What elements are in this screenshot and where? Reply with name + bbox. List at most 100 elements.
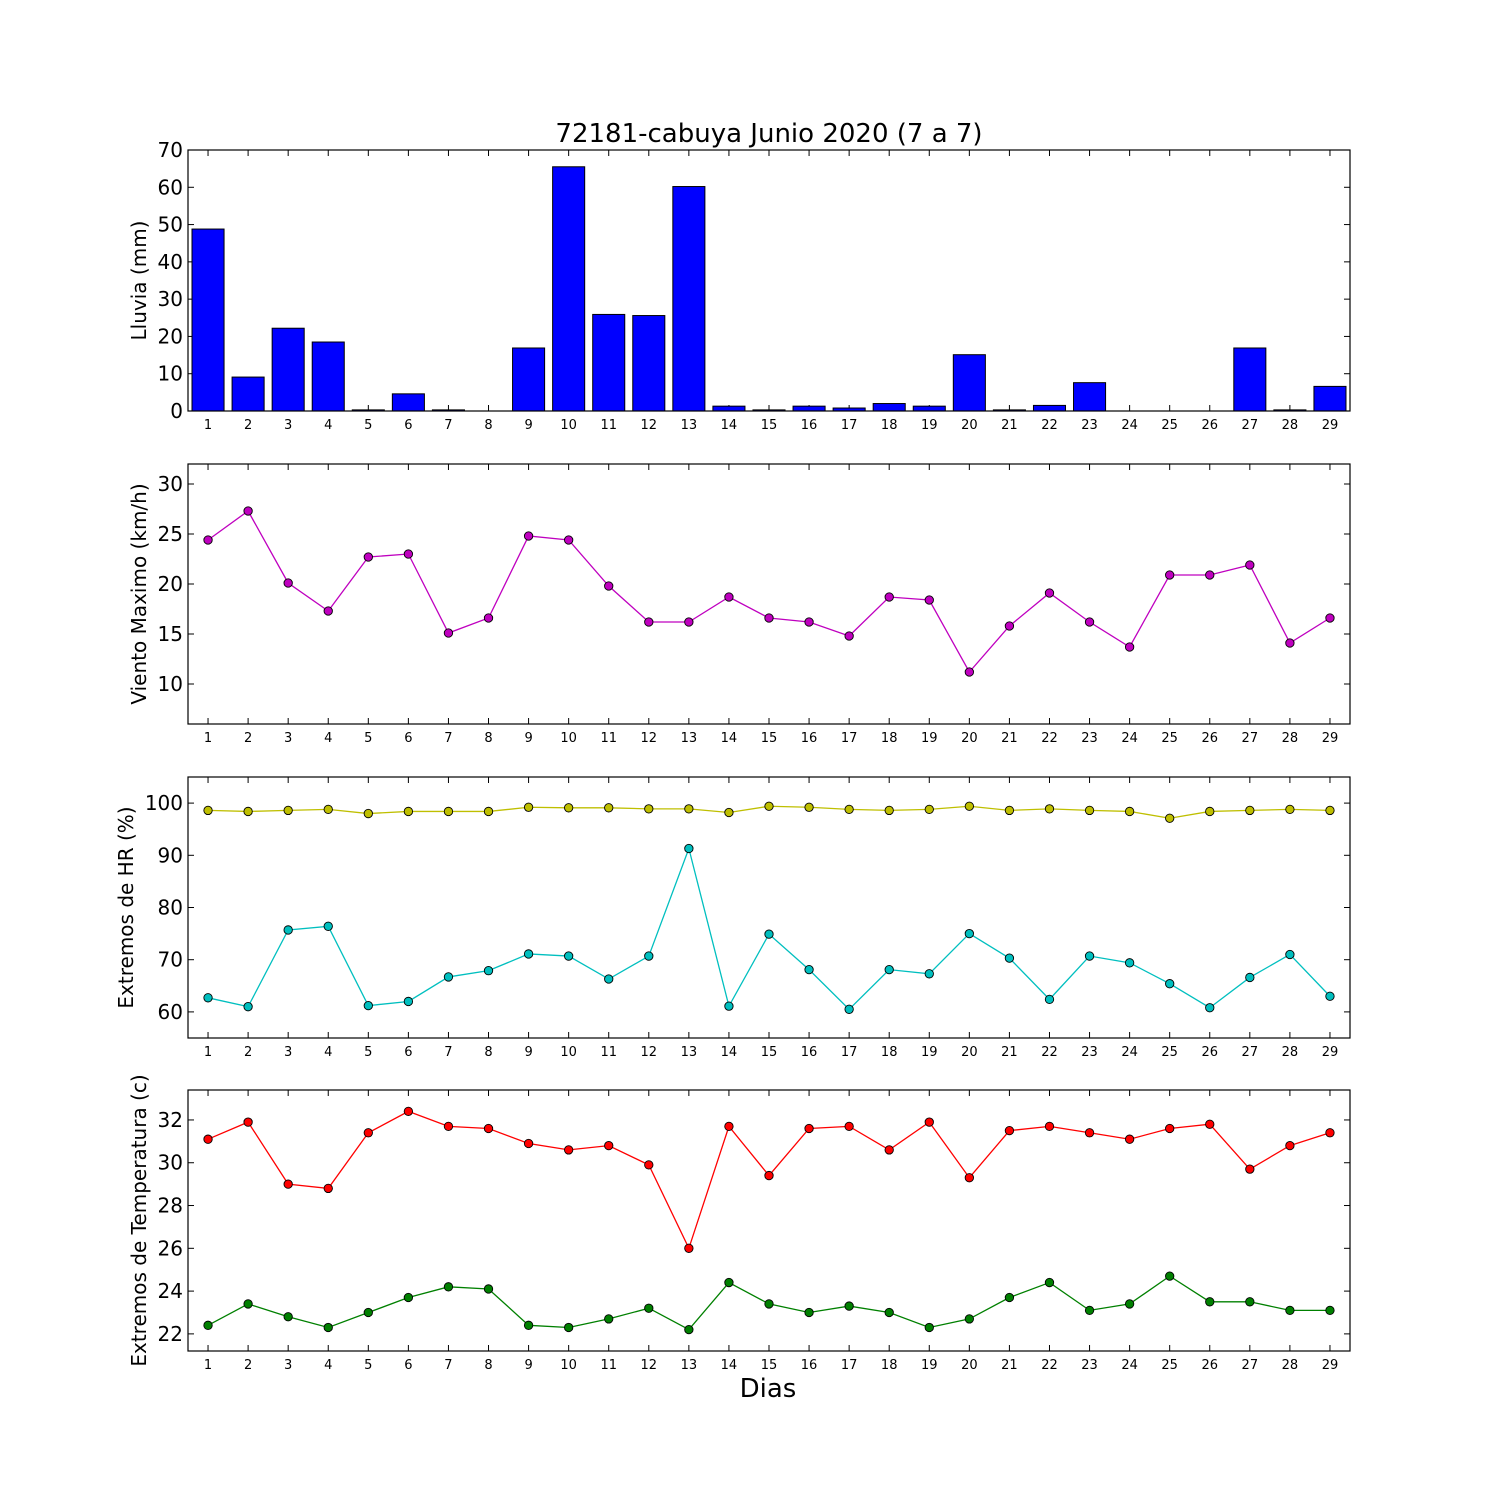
rainfall-xtick-label: 9 xyxy=(524,418,532,433)
wind-xtick-label: 3 xyxy=(284,731,292,746)
temperature-xtick-label: 8 xyxy=(484,1358,492,1373)
x-axis-label: Dias xyxy=(740,1374,797,1404)
wind-axes-frame xyxy=(187,463,1351,725)
temperature-series-2-point xyxy=(644,1303,654,1313)
humidity-series-1-point xyxy=(443,806,454,817)
humidity-series-1-point xyxy=(604,803,614,813)
rainfall-xtick-label: 10 xyxy=(560,418,577,433)
rainfall-xtick-label: 8 xyxy=(484,418,492,433)
rainfall-xtick-label: 1 xyxy=(204,418,212,433)
humidity-xtick-label: 15 xyxy=(761,1045,778,1060)
rainfall-ytick-label: 70 xyxy=(158,138,183,162)
humidity-xtick-label: 29 xyxy=(1322,1045,1339,1060)
temperature-series-2-point xyxy=(323,1322,333,1333)
temperature-series-2-point xyxy=(443,1282,454,1292)
rainfall-xtick-label: 25 xyxy=(1161,418,1178,433)
rainfall-bar xyxy=(512,347,546,412)
humidity-xtick-label: 24 xyxy=(1121,1045,1138,1060)
temperature-series-1-point xyxy=(1245,1164,1255,1174)
humidity-series-1-point xyxy=(1084,805,1095,816)
temperature-series-2-point xyxy=(564,1322,574,1333)
temperature-xtick-label: 11 xyxy=(600,1358,617,1373)
wind-xtick-label: 8 xyxy=(484,731,492,746)
humidity-series-1-point xyxy=(1285,804,1295,815)
rainfall-bar xyxy=(1032,404,1067,412)
wind-series-1-point xyxy=(844,631,854,641)
rainfall-bar xyxy=(552,166,586,412)
rainfall-bar xyxy=(391,393,425,412)
temperature-series-2-point xyxy=(523,1320,534,1330)
temperature-series-1-point xyxy=(283,1179,293,1189)
humidity-series-2-point xyxy=(363,1000,373,1011)
humidity-xtick-label: 27 xyxy=(1242,1045,1259,1060)
wind-xtick-label: 15 xyxy=(761,731,778,746)
temperature-series-1-point xyxy=(1165,1123,1175,1134)
humidity-series-1-point xyxy=(203,805,213,816)
humidity-series-1-point xyxy=(1205,806,1215,817)
temperature-ytick-label: 32 xyxy=(158,1108,183,1132)
temperature-xtick-label: 7 xyxy=(444,1358,452,1373)
temperature-xtick-label: 24 xyxy=(1121,1358,1138,1373)
rainfall-xtick-label: 17 xyxy=(841,418,858,433)
temperature-xtick-label: 12 xyxy=(641,1358,658,1373)
humidity-series-2-point xyxy=(1165,979,1175,989)
humidity-xtick-label: 4 xyxy=(324,1045,332,1060)
temperature-series-1-point xyxy=(363,1128,373,1138)
rainfall-xtick-label: 2 xyxy=(244,418,252,433)
wind-series-1-point xyxy=(283,578,293,588)
rainfall-bar xyxy=(952,354,986,412)
humidity-series-1-point xyxy=(644,804,654,814)
temperature-ytick-label: 22 xyxy=(158,1322,183,1346)
wind-series-1-point xyxy=(243,506,253,516)
wind-xtick-label: 17 xyxy=(841,731,858,746)
wind-series-1-point xyxy=(1285,638,1295,648)
rainfall-bar xyxy=(271,327,305,412)
temperature-series-1-point xyxy=(924,1117,934,1127)
wind-xtick-label: 9 xyxy=(524,731,532,746)
wind-xtick-label: 2 xyxy=(244,731,252,746)
rainfall-y-axis-label: Lluvia (mm) xyxy=(127,221,151,341)
wind-series-1-point xyxy=(604,581,614,591)
temperature-series-2-point xyxy=(1044,1277,1055,1288)
rainfall-bar xyxy=(872,403,906,412)
rainfall-bar xyxy=(592,313,626,412)
rainfall-bar xyxy=(912,405,946,412)
temperature-ytick-label: 28 xyxy=(158,1194,183,1218)
temperature-series-2-point xyxy=(604,1314,614,1324)
humidity-series-2-point xyxy=(844,1004,854,1014)
wind-series-1-point xyxy=(644,617,654,627)
humidity-xtick-label: 6 xyxy=(404,1045,412,1060)
wind-series-1-point xyxy=(1124,642,1135,652)
temperature-series-2-point xyxy=(804,1307,814,1318)
temperature-xtick-label: 17 xyxy=(841,1358,858,1373)
humidity-series-2-point xyxy=(1084,951,1095,961)
rainfall-xtick-label: 6 xyxy=(404,418,412,433)
humidity-series-2-point xyxy=(203,993,213,1003)
humidity-series-2-point xyxy=(443,972,454,982)
rainfall-xtick-label: 24 xyxy=(1121,418,1138,433)
wind-ytick-label: 20 xyxy=(158,572,183,596)
rainfall-bar xyxy=(1073,382,1107,412)
humidity-xtick-label: 8 xyxy=(484,1045,492,1060)
humidity-series-1-point xyxy=(804,802,814,812)
temperature-series-1-point xyxy=(964,1173,974,1183)
rainfall-xtick-label: 11 xyxy=(600,418,617,433)
rainfall-xtick-label: 18 xyxy=(881,418,898,433)
temperature-xtick-label: 28 xyxy=(1282,1358,1299,1373)
wind-xtick-label: 7 xyxy=(444,731,452,746)
temperature-series-1-point xyxy=(483,1123,494,1134)
wind-series-1-point xyxy=(483,613,494,623)
wind-series-1-point xyxy=(764,613,774,623)
humidity-y-axis-label: Extremos de HR (%) xyxy=(114,806,138,1008)
humidity-xtick-label: 11 xyxy=(600,1045,617,1060)
humidity-xtick-label: 22 xyxy=(1041,1045,1058,1060)
wind-xtick-label: 16 xyxy=(801,731,818,746)
wind-y-axis-label: Viento Maximo (km/h) xyxy=(127,483,151,704)
wind-xtick-label: 1 xyxy=(204,731,212,746)
rainfall-ytick-label: 50 xyxy=(158,213,183,237)
temperature-series-2-point xyxy=(403,1292,414,1303)
humidity-series-1-point xyxy=(564,803,574,813)
temperature-xtick-label: 22 xyxy=(1041,1358,1058,1373)
